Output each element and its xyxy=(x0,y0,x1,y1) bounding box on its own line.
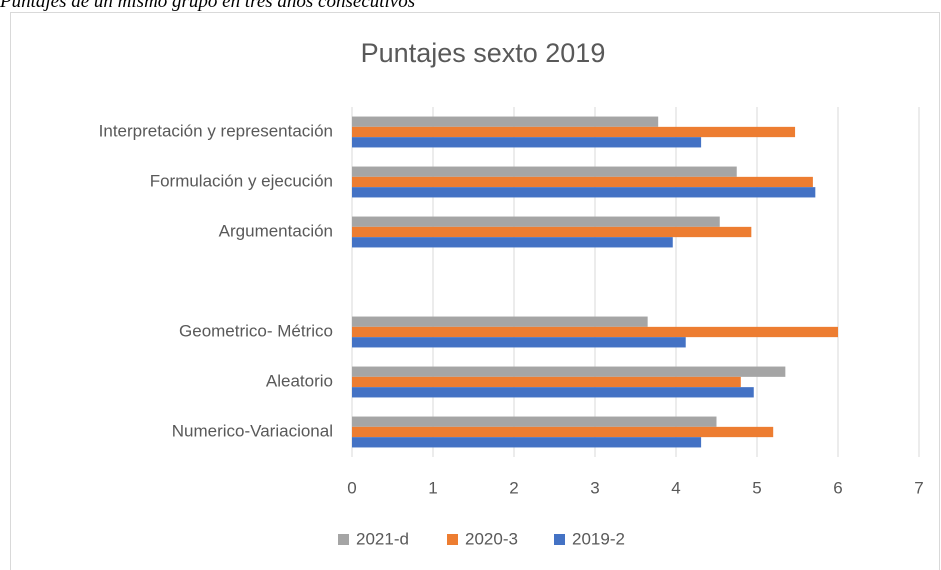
bar xyxy=(352,126,796,138)
x-tick-label: 6 xyxy=(833,478,842,497)
legend-label: 2020-3 xyxy=(465,529,518,548)
legend-label: 2021-d xyxy=(356,529,409,548)
bar xyxy=(352,316,648,327)
chart-title: Puntajes sexto 2019 xyxy=(361,38,606,68)
y-tick-label: Geometrico- Métrico xyxy=(179,321,333,340)
chart-frame xyxy=(10,12,940,570)
x-tick-label: 5 xyxy=(752,478,761,497)
bar xyxy=(352,416,717,427)
bar xyxy=(352,366,786,377)
y-tick-label: Numerico-Variacional xyxy=(172,421,333,440)
y-tick-label: Interpretación y representación xyxy=(99,121,333,140)
bar xyxy=(352,326,838,338)
x-tick-label: 2 xyxy=(509,478,518,497)
legend-label: 2019-2 xyxy=(572,529,625,548)
bar xyxy=(352,187,816,198)
x-tick-label: 0 xyxy=(347,478,356,497)
x-tick-label: 7 xyxy=(914,478,923,497)
y-tick-label: Argumentación xyxy=(219,221,333,240)
x-tick-label: 1 xyxy=(428,478,437,497)
legend-swatch xyxy=(338,534,349,545)
bar xyxy=(352,376,741,388)
bar xyxy=(352,137,702,148)
bar xyxy=(352,216,720,227)
bar xyxy=(352,166,737,177)
bar xyxy=(352,237,673,248)
caption: Puntajes de un mismo grupo en tres años … xyxy=(0,0,415,12)
x-tick-label: 4 xyxy=(671,478,680,497)
bar xyxy=(352,387,754,398)
bar xyxy=(352,426,774,438)
bar xyxy=(352,226,752,238)
bar xyxy=(352,337,686,348)
x-tick-label: 3 xyxy=(590,478,599,497)
bar xyxy=(352,437,702,448)
bar xyxy=(352,176,813,188)
y-tick-label: Aleatorio xyxy=(266,371,333,390)
bar xyxy=(352,116,659,127)
legend-swatch xyxy=(447,534,458,545)
legend-swatch xyxy=(554,534,565,545)
y-tick-label: Formulación y ejecución xyxy=(150,171,333,190)
